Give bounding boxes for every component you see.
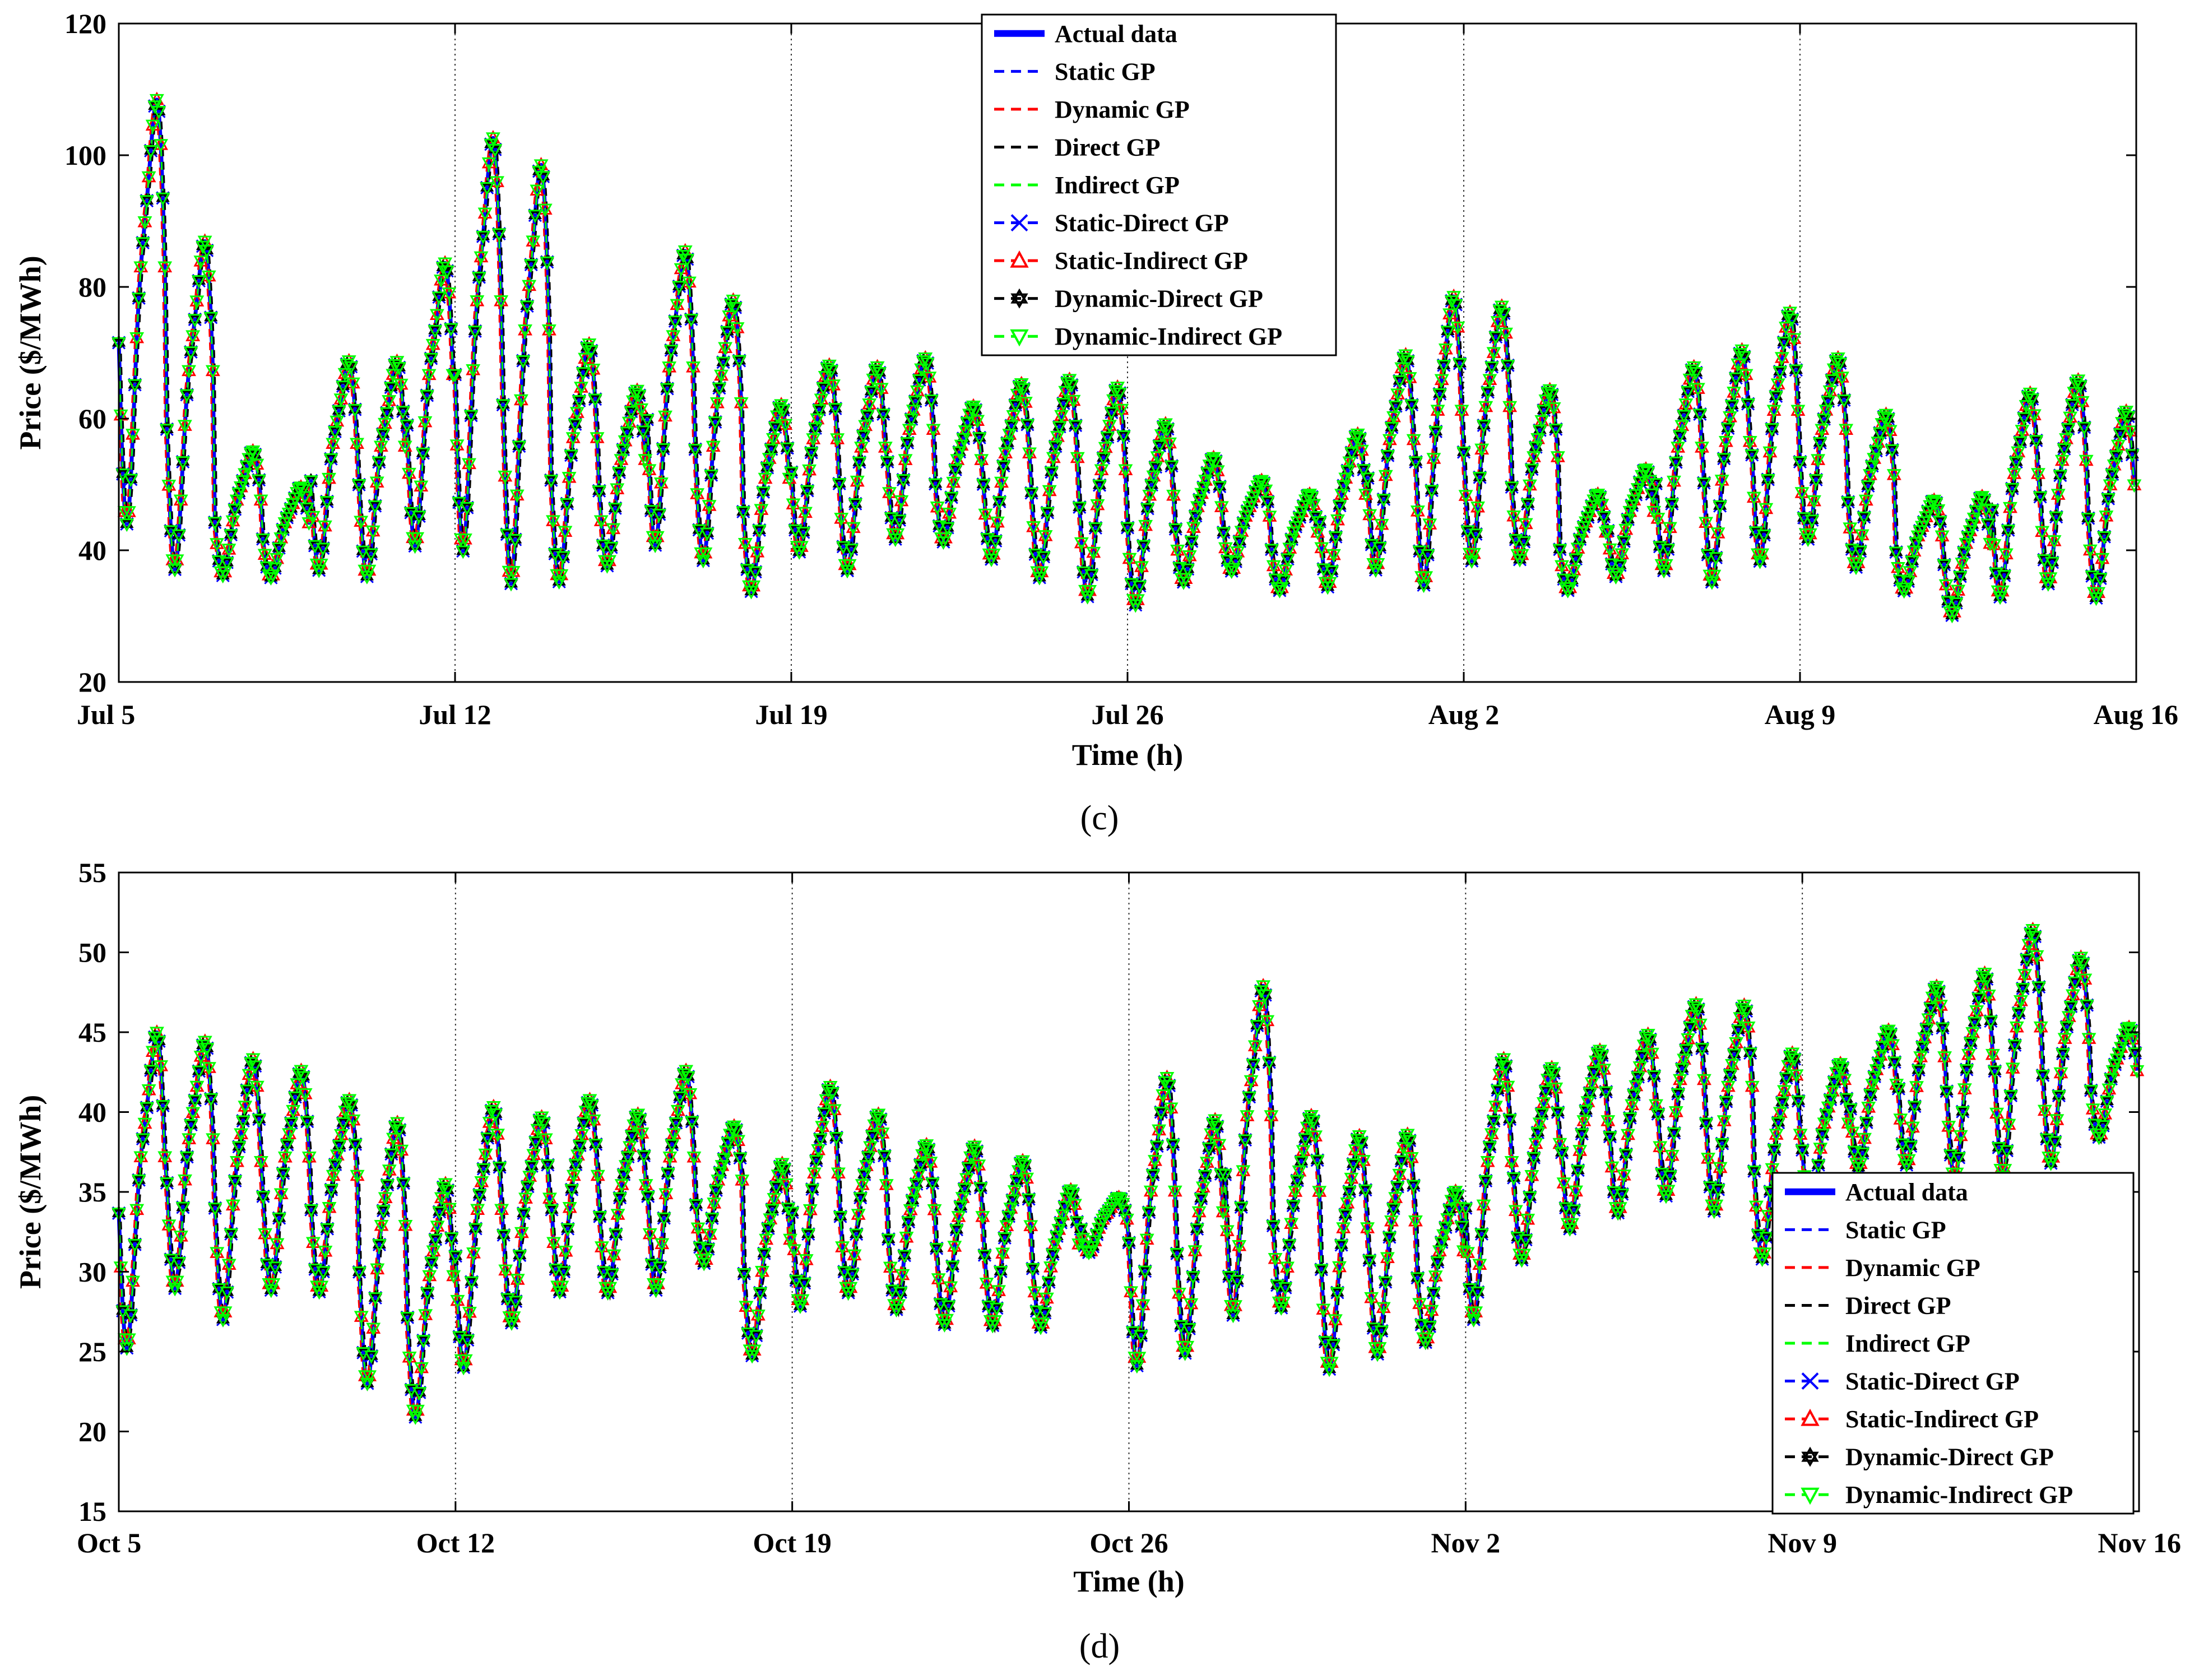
y-tick-label: 20	[78, 666, 106, 698]
x-tick-label: Jul 26	[1091, 699, 1163, 730]
legend-label: Indirect GP	[1845, 1330, 1970, 1357]
y-tick-label: 45	[78, 1017, 106, 1048]
legend-marker	[1801, 1408, 1820, 1426]
legend-marker	[1801, 1446, 1819, 1467]
legend-label: Actual data	[1055, 20, 1177, 48]
x-tick-label: Nov 2	[1431, 1527, 1501, 1558]
legend-box	[1771, 1172, 2135, 1515]
legend-marker	[1010, 214, 1028, 231]
legend-label: Dynamic GP	[1055, 96, 1190, 123]
panel-label: (c)	[1080, 799, 1119, 837]
y-tick-label: 100	[64, 140, 106, 171]
legend-label: Direct GP	[1055, 133, 1161, 161]
panel-label: (d)	[1079, 1627, 1120, 1665]
legend-label: Static-Indirect GP	[1845, 1405, 2039, 1433]
y-tick-label: 40	[78, 535, 106, 566]
chart-panel-d: 15 20 25 30 35 40 45 50 55 Oct 5 Oct 12 Oct 19 Oct 2…	[13, 857, 2181, 1665]
series-group	[112, 91, 2142, 624]
legend: Actual data Static GP Dynamic GP Direct GP I…	[1771, 1172, 2135, 1515]
legend-label: Dynamic GP	[1845, 1254, 1980, 1282]
x-tick-label: Aug 9	[1765, 699, 1835, 730]
series-line-dynamic-gp	[118, 97, 2135, 615]
legend-label: Static GP	[1055, 58, 1156, 85]
y-axis-title: Price ($/MWh)	[13, 1095, 47, 1289]
y-tick-label: 35	[78, 1176, 106, 1208]
series-group	[112, 921, 2145, 1425]
legend-box	[981, 13, 1337, 356]
series-line-direct-gp	[118, 98, 2135, 620]
x-tick-label: Aug 16	[2094, 699, 2178, 730]
y-tick-label: 25	[78, 1336, 106, 1367]
legend-marker	[1801, 1487, 1820, 1505]
legend-label: Indirect GP	[1055, 171, 1180, 199]
x-axis-title: Time (h)	[1072, 738, 1184, 772]
series-line-dynamic-gp	[118, 924, 2137, 1418]
legend-label: Static-Direct GP	[1055, 210, 1229, 237]
x-tick-label: Jul 5	[77, 699, 135, 730]
x-tick-label: Aug 2	[1428, 699, 1499, 730]
x-tick-label: Nov 16	[2098, 1527, 2181, 1558]
y-tick-label: 30	[78, 1256, 106, 1288]
chart-panel-c: 20 40 60 80 100 120 Jul 5 Jul 12 Jul 19 Jul 26 Aug…	[13, 8, 2178, 837]
legend-label: Dynamic-Indirect GP	[1055, 323, 1282, 350]
legend-label: Dynamic-Direct GP	[1845, 1444, 2054, 1471]
legend-label: Static GP	[1845, 1216, 1946, 1243]
y-tick-label: 60	[78, 403, 106, 434]
x-tick-label: Oct 26	[1089, 1527, 1168, 1558]
legend-label: Dynamic-Indirect GP	[1845, 1481, 2073, 1509]
legend-label: Static-Indirect GP	[1055, 247, 1248, 275]
legend-marker	[1010, 250, 1029, 268]
y-tick-label: 40	[78, 1097, 106, 1128]
legend-label: Dynamic-Direct GP	[1055, 285, 1263, 313]
x-tick-label: Oct 5	[77, 1527, 141, 1558]
x-tick-label: Oct 12	[416, 1527, 495, 1558]
x-tick-label: Nov 9	[1767, 1527, 1837, 1558]
y-tick-label: 50	[78, 937, 106, 968]
legend-marker	[1801, 1372, 1819, 1390]
x-tick-label: Jul 12	[419, 699, 491, 730]
x-tick-label: Jul 19	[755, 699, 827, 730]
legend: Actual data Static GP Dynamic GP Direct GP I…	[981, 13, 1337, 356]
y-tick-label: 55	[78, 857, 106, 888]
legend-marker	[1010, 329, 1029, 347]
x-axis-title: Time (h)	[1073, 1565, 1185, 1598]
y-tick-label: 80	[78, 271, 106, 303]
x-tick-label: Oct 19	[753, 1527, 832, 1558]
legend-label: Actual data	[1845, 1178, 1968, 1206]
legend-label: Direct GP	[1845, 1292, 1951, 1319]
y-axis-title: Price ($/MWh)	[13, 256, 47, 449]
legend-marker	[1010, 288, 1028, 309]
y-tick-label: 15	[78, 1496, 106, 1527]
y-tick-label: 120	[64, 8, 106, 39]
legend-label: Static-Direct GP	[1845, 1368, 2020, 1395]
y-tick-label: 20	[78, 1416, 106, 1447]
